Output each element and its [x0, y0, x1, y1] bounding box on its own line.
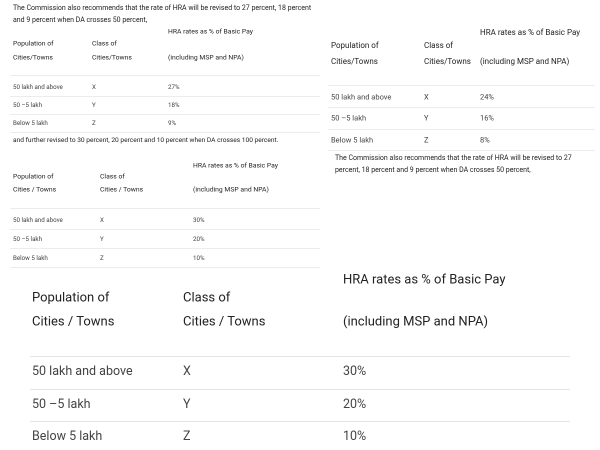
- row-divider: [10, 132, 320, 133]
- header-cell: Cities/Towns: [13, 53, 53, 62]
- header-cell: Cities / Towns: [100, 185, 144, 194]
- header-cell: (including MSP and NPA): [480, 57, 570, 66]
- row-divider: [328, 85, 595, 86]
- table-cell: Y: [183, 396, 191, 412]
- row-divider: [10, 229, 320, 230]
- row-divider: [328, 129, 595, 130]
- table-cell: 50 lakh and above: [32, 363, 133, 379]
- row-divider: [10, 208, 320, 209]
- table-cell: Below 5 lakh: [331, 135, 374, 145]
- table-cell: X: [424, 92, 429, 102]
- header-cell: Cities/Towns: [92, 53, 132, 62]
- header-cell: Population of: [13, 39, 54, 48]
- table-cell: Z: [183, 428, 191, 444]
- right-paragraph: The Commission also recommends that the …: [335, 154, 572, 175]
- row-divider: [30, 389, 570, 390]
- table-cell: Z: [100, 253, 104, 262]
- table-cell: 50 lakh and above: [13, 215, 63, 224]
- table-cell: X: [183, 363, 191, 379]
- row-divider: [10, 96, 320, 97]
- row-divider: [30, 421, 570, 422]
- table-cell: Z: [92, 118, 96, 127]
- header-cell: Cities / Towns: [183, 314, 266, 330]
- table-cell: Below 5 lakh: [32, 428, 103, 444]
- table-cell: 50 lakh and above: [13, 82, 63, 91]
- table-cell: Below 5 lakh: [13, 253, 48, 262]
- header-cell: Class of: [183, 290, 231, 306]
- header-cell: Class of: [424, 41, 454, 50]
- header-cell: (including MSP and NPA): [343, 314, 489, 330]
- header-cell: HRA rates as % of Basic Pay: [168, 27, 253, 36]
- table-cell: X: [100, 215, 104, 224]
- table-cell: 10%: [193, 253, 205, 262]
- header-cell: HRA rates as % of Basic Pay: [343, 272, 506, 288]
- row-divider: [328, 150, 595, 151]
- table-cell: 30%: [193, 215, 205, 224]
- table-cell: 8%: [480, 135, 490, 145]
- row-divider: [10, 75, 320, 76]
- row-divider: [10, 248, 320, 249]
- note-paragraph: and further revised to 30 percent, 20 pe…: [13, 136, 279, 144]
- table-cell: Y: [100, 234, 104, 243]
- table-cell: X: [92, 82, 96, 91]
- table-cell: 50 lakh and above: [331, 92, 392, 102]
- header-cell: Cities/Towns: [331, 57, 378, 66]
- table-cell: 9%: [168, 118, 177, 127]
- table-cell: Y: [92, 100, 96, 109]
- table-cell: Z: [424, 135, 429, 145]
- table-cell: 24%: [480, 92, 494, 102]
- row-divider: [30, 356, 570, 357]
- table-cell: 50 –5 lakh: [331, 113, 367, 123]
- table-cell: 50 –5 lakh: [13, 234, 42, 243]
- table-cell: 20%: [193, 234, 205, 243]
- header-cell: Population of: [331, 41, 379, 50]
- table-cell: 30%: [343, 363, 367, 379]
- table-cell: Y: [424, 113, 429, 123]
- table-cell: 20%: [343, 396, 367, 412]
- row-divider: [10, 114, 320, 115]
- header-cell: HRA rates as % of Basic Pay: [480, 28, 581, 37]
- header-cell: Cities / Towns: [13, 185, 57, 194]
- header-cell: HRA rates as % of Basic Pay: [193, 161, 278, 170]
- row-divider: [10, 267, 320, 268]
- header-cell: Population of: [32, 290, 110, 306]
- header-cell: Cities/Towns: [424, 57, 471, 66]
- header-cell: (including MSP and NPA): [193, 185, 269, 194]
- row-divider: [328, 107, 595, 108]
- table-cell: 50 –5 lakh: [13, 100, 42, 109]
- table-cell: 16%: [480, 113, 494, 123]
- table-cell: 10%: [343, 428, 367, 444]
- table-cell: 27%: [168, 82, 180, 91]
- header-cell: Population of: [13, 172, 54, 181]
- table-cell: 50 –5 lakh: [32, 396, 91, 412]
- table-cell: Below 5 lakh: [13, 118, 48, 127]
- intro-paragraph: The Commission also recommends that the …: [13, 4, 312, 25]
- header-cell: (including MSP and NPA): [168, 53, 244, 62]
- header-cell: Class of: [92, 39, 117, 48]
- header-cell: Cities / Towns: [32, 314, 115, 330]
- table-cell: 18%: [168, 100, 180, 109]
- header-cell: Class of: [100, 172, 125, 181]
